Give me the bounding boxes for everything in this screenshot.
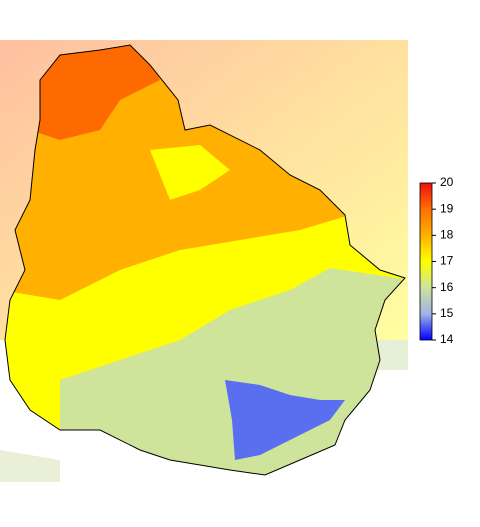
surroundings — [0, 450, 60, 482]
tick-label: 17 — [440, 254, 454, 268]
tick-label: 18 — [440, 228, 454, 242]
zone — [60, 268, 405, 475]
tick-label: 15 — [440, 306, 454, 320]
surroundings — [375, 340, 408, 370]
legend: 14 15 16 17 18 19 20 — [419, 175, 454, 346]
tick-label: 20 — [440, 175, 454, 189]
tick-label: 19 — [440, 201, 454, 215]
zone — [30, 45, 160, 140]
zone — [150, 145, 230, 200]
tick-label: 14 — [440, 332, 454, 346]
tick-label: 16 — [440, 280, 454, 294]
zone — [225, 380, 345, 460]
color-bar — [419, 182, 433, 341]
